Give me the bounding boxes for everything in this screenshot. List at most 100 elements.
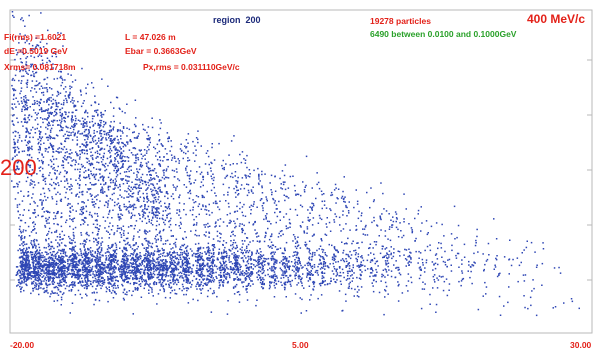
scatter-point (171, 273, 174, 276)
scatter-point (274, 261, 277, 264)
scatter-point (158, 264, 161, 267)
scatter-point (86, 260, 88, 262)
scatter-point (136, 282, 138, 284)
scatter-point (173, 269, 175, 272)
scatter-point (72, 281, 74, 283)
scatter-point (284, 267, 286, 269)
scatter-point (236, 259, 238, 261)
scatter-point (85, 285, 88, 288)
scatter-point (142, 279, 145, 281)
scatter-point (96, 263, 98, 265)
scatter-point (197, 196, 200, 198)
scatter-point (165, 283, 167, 285)
scatter-point (257, 274, 260, 276)
scatter-point (132, 205, 134, 207)
scatter-point (41, 136, 44, 138)
scatter-point (150, 190, 153, 193)
scatter-point (193, 275, 195, 278)
scatter-point (113, 283, 115, 285)
scatter-point (32, 256, 34, 259)
scatter-point (179, 227, 182, 229)
scatter-point (56, 286, 59, 289)
scatter-point (170, 229, 172, 232)
scatter-point (126, 278, 128, 280)
scatter-point (188, 274, 190, 276)
scatter-point (97, 241, 100, 243)
scatter-point (208, 231, 210, 234)
scatter-point (20, 87, 23, 89)
scatter-point (101, 247, 103, 249)
scatter-point (109, 124, 111, 127)
scatter-point (96, 213, 98, 215)
scatter-point (222, 284, 224, 286)
scatter-point (182, 237, 184, 240)
scatter-point (183, 258, 186, 261)
scatter-point (30, 242, 32, 244)
scatter-point (193, 201, 195, 204)
scatter-point (61, 107, 64, 109)
scatter-point (84, 118, 86, 121)
scatter-point (110, 283, 112, 285)
scatter-point (47, 188, 50, 190)
scatter-point (244, 264, 247, 267)
scatter-point (175, 160, 177, 163)
scatter-point (176, 253, 179, 256)
scatter-point (58, 243, 61, 246)
scatter-point (286, 259, 288, 261)
scatter-point (270, 253, 272, 255)
scatter-point (281, 284, 283, 286)
scatter-point (200, 281, 203, 283)
scatter-point (51, 258, 54, 261)
scatter-point (179, 148, 182, 150)
scatter-point (46, 123, 49, 126)
scatter-point (181, 261, 183, 263)
scatter-point (199, 288, 201, 290)
scatter-point (163, 262, 165, 264)
scatter-point (25, 229, 27, 232)
scatter-point (37, 243, 40, 246)
scatter-point (138, 258, 140, 261)
scatter-point (111, 276, 114, 278)
scatter-point (87, 158, 89, 160)
scatter-point (153, 177, 155, 179)
scatter-point (27, 278, 30, 280)
scatter-point (145, 222, 148, 224)
scatter-point (97, 233, 99, 235)
scatter-point (191, 250, 193, 252)
scatter-point (42, 256, 44, 259)
scatter-point (158, 217, 161, 220)
scatter-point (100, 122, 102, 124)
scatter-point (50, 184, 53, 187)
scatter-point (85, 123, 88, 125)
scatter-point (72, 159, 75, 161)
scatter-point (91, 268, 93, 271)
scatter-point (16, 166, 19, 168)
scatter-point (150, 266, 153, 269)
scatter-point (240, 271, 242, 273)
scatter-point (171, 267, 173, 269)
scatter-point (169, 274, 172, 276)
scatter-point (31, 271, 33, 273)
scatter-point (136, 258, 138, 260)
scatter-point (199, 266, 201, 268)
scatter-point (254, 265, 256, 268)
scatter-point (48, 280, 50, 282)
scatter-point (184, 268, 186, 270)
scatter-point (18, 257, 21, 259)
scatter-point (153, 267, 155, 269)
scatter-point (207, 173, 209, 175)
scatter-point (178, 225, 180, 227)
scatter-point (28, 148, 31, 150)
scatter-point (206, 246, 208, 249)
scatter-point (166, 214, 168, 217)
scatter-point (186, 265, 188, 267)
scatter-point (59, 249, 62, 252)
scatter-point (244, 232, 246, 235)
scatter-point (128, 269, 130, 272)
scatter-point (233, 239, 235, 241)
scatter-point (271, 191, 273, 194)
scatter-point (135, 137, 137, 139)
scatter-point (286, 266, 289, 268)
scatter-point (126, 156, 128, 158)
scatter-point (24, 277, 26, 279)
